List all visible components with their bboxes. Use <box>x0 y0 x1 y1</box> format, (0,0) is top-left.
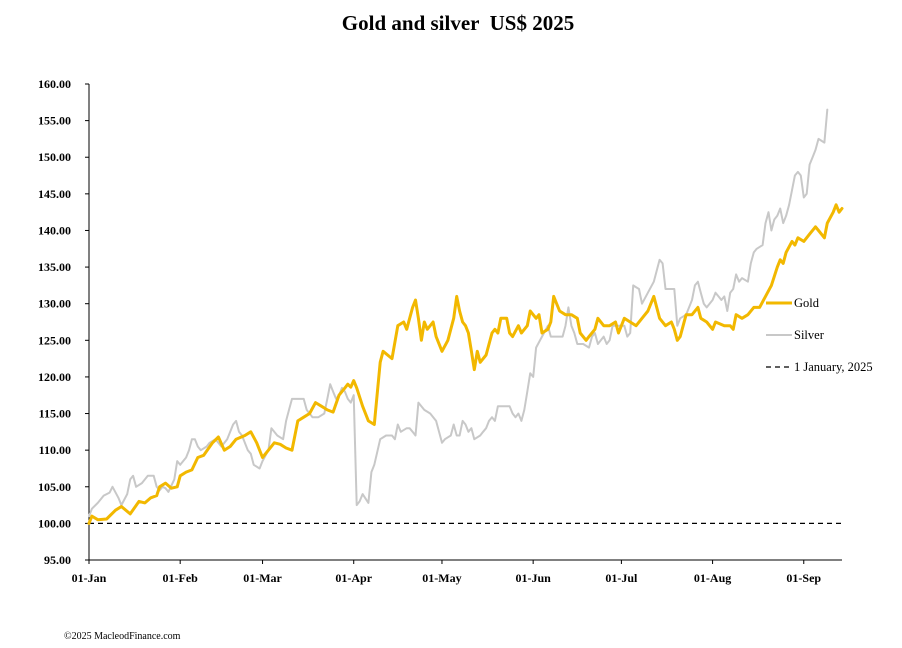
y-tick-label: 115.00 <box>39 407 71 421</box>
chart-legend: Gold Silver 1 January, 2025 <box>766 296 873 374</box>
chart-title: Gold and silver US$ 2025 <box>341 11 575 35</box>
y-tick-label: 105.00 <box>38 480 71 494</box>
legend-label: 1 January, 2025 <box>794 360 873 374</box>
y-tick-label: 160.00 <box>38 77 71 91</box>
x-tick-label: 01-Jun <box>515 571 551 585</box>
y-tick-label: 100.00 <box>38 516 71 530</box>
x-tick-label: 01-Apr <box>335 571 372 585</box>
y-tick-label: 130.00 <box>38 297 71 311</box>
series-layer <box>87 108 844 525</box>
y-tick-label: 135.00 <box>38 260 71 274</box>
chart-axes: 95.00 100.00 105.00 110.00 115.00 120.00 125.0… <box>38 77 842 585</box>
y-tick-label: 140.00 <box>38 223 71 237</box>
y-tick-label: 125.00 <box>38 333 71 347</box>
y-tick-label: 145.00 <box>38 187 71 201</box>
copyright-footer: ©2025 MacleodFinance.com <box>64 631 181 642</box>
y-tick-label: 155.00 <box>38 114 71 128</box>
series-line-silver <box>88 108 829 518</box>
y-tick-label: 95.00 <box>44 553 71 567</box>
x-tick-label: 01-May <box>422 571 461 585</box>
legend-label: Silver <box>794 328 825 342</box>
x-tick-label: 01-Jul <box>605 571 638 585</box>
series-line-gold <box>87 203 844 525</box>
x-tick-label: 01-Aug <box>694 571 731 585</box>
y-tick-label: 150.00 <box>38 150 71 164</box>
legend-label: Gold <box>794 296 820 310</box>
x-tick-label: 01-Sep <box>786 571 821 585</box>
x-tick-label: 01-Jan <box>72 571 107 585</box>
x-tick-label: 01-Feb <box>163 571 199 585</box>
y-tick-label: 120.00 <box>38 370 71 384</box>
x-tick-label: 01-Mar <box>243 571 282 585</box>
y-tick-label: 110.00 <box>39 443 71 457</box>
